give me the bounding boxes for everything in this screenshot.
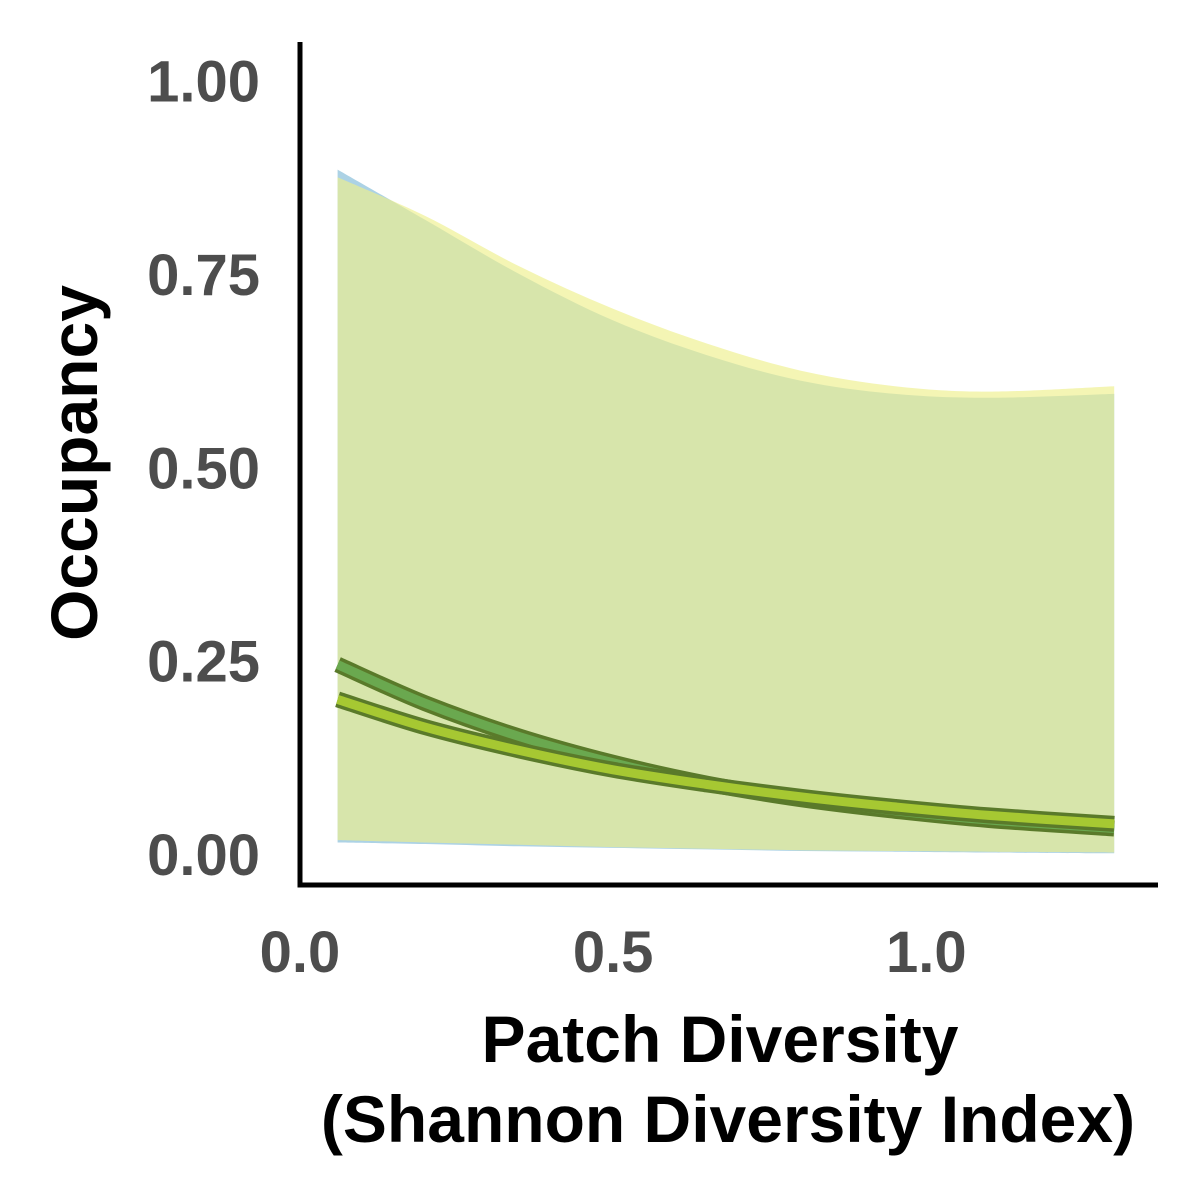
x-tick-label: 0.0 bbox=[260, 920, 341, 985]
x-axis-title: Patch Diversity bbox=[482, 1002, 959, 1076]
y-axis-title: Occupancy bbox=[37, 285, 111, 641]
y-tick-label: 0.00 bbox=[147, 823, 260, 888]
y-tick-label: 0.75 bbox=[147, 243, 260, 308]
mean-line-2 bbox=[336, 695, 1115, 829]
x-tick-labels: 0.0 0.5 1.0 bbox=[260, 920, 967, 985]
y-tick-label: 0.50 bbox=[147, 436, 260, 501]
x-tick-label: 1.0 bbox=[886, 920, 967, 985]
confidence-bands bbox=[337, 169, 1115, 854]
y-tick-label: 1.00 bbox=[147, 50, 260, 115]
x-axis-title-line2: (Shannon Diversity Index) bbox=[321, 1082, 1135, 1156]
mean-lines bbox=[334, 657, 1115, 837]
y-tick-labels: 0.00 0.25 0.50 0.75 1.00 bbox=[147, 50, 260, 888]
axes bbox=[297, 42, 1158, 888]
confidence-band-2 bbox=[337, 177, 1115, 853]
y-tick-label: 0.25 bbox=[147, 630, 260, 695]
x-tick-label: 0.5 bbox=[573, 920, 654, 985]
